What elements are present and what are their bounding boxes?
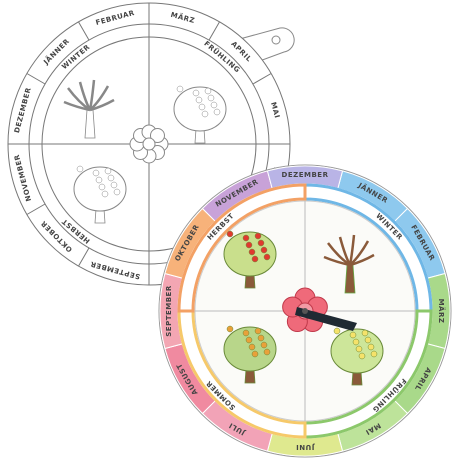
tree-dot — [368, 344, 374, 350]
tree-dot — [108, 175, 114, 181]
tree-dot — [243, 330, 249, 336]
tree-dot — [114, 189, 120, 195]
ring-label: MÄRZ — [437, 299, 446, 324]
tree-dot — [202, 111, 208, 117]
tree-dot — [258, 240, 264, 246]
tree-dot — [252, 256, 258, 262]
tree-dot — [99, 184, 105, 190]
flower-center — [143, 138, 155, 150]
tree-dot — [93, 170, 99, 176]
tree-dot — [255, 328, 261, 334]
pointer-pin — [302, 308, 308, 314]
tree-trunk — [345, 265, 355, 293]
tree-dot — [214, 109, 220, 115]
tree-dot — [111, 182, 117, 188]
back-handle-hole — [272, 36, 280, 44]
tree-dot — [356, 346, 362, 352]
tree-dot — [193, 90, 199, 96]
ring-label: SEPTEMBER — [165, 285, 173, 337]
season-wheels: JÄNNERFEBRUARMÄRZAPRILMAIJUNIJULIAUGUSTS… — [0, 0, 455, 459]
tree-dot — [227, 231, 233, 237]
tree-dot — [261, 342, 267, 348]
tree-dot — [208, 95, 214, 101]
tree-dot — [353, 339, 359, 345]
tree-dot — [258, 335, 264, 341]
tree-dot — [334, 328, 340, 334]
tree-dot — [249, 344, 255, 350]
tree-dot — [365, 337, 371, 343]
tree-dot — [264, 349, 270, 355]
ring-label: DEZEMBER — [282, 171, 329, 179]
tree-dot — [102, 191, 108, 197]
tree-dot — [105, 168, 111, 174]
tree-dot — [205, 88, 211, 94]
tree-dot — [211, 102, 217, 108]
tree-dot — [362, 330, 368, 336]
front-wheel — [159, 165, 451, 457]
tree-dot — [255, 233, 261, 239]
tree-dot — [199, 104, 205, 110]
tree-dot — [227, 326, 233, 332]
tree-dot — [246, 242, 252, 248]
tree-dot — [371, 351, 377, 357]
tree-dot — [264, 254, 270, 260]
tree-dot — [261, 247, 267, 253]
tree-trunk — [85, 110, 95, 138]
tree-dot — [359, 353, 365, 359]
tree-dot — [77, 166, 83, 172]
tree-dot — [249, 249, 255, 255]
tree-dot — [96, 177, 102, 183]
tree-dot — [177, 86, 183, 92]
tree-dot — [246, 337, 252, 343]
ring-label: JUNI — [296, 443, 316, 451]
tree-dot — [243, 235, 249, 241]
tree-dot — [196, 97, 202, 103]
tree-dot — [252, 351, 258, 357]
tree-dot — [350, 332, 356, 338]
